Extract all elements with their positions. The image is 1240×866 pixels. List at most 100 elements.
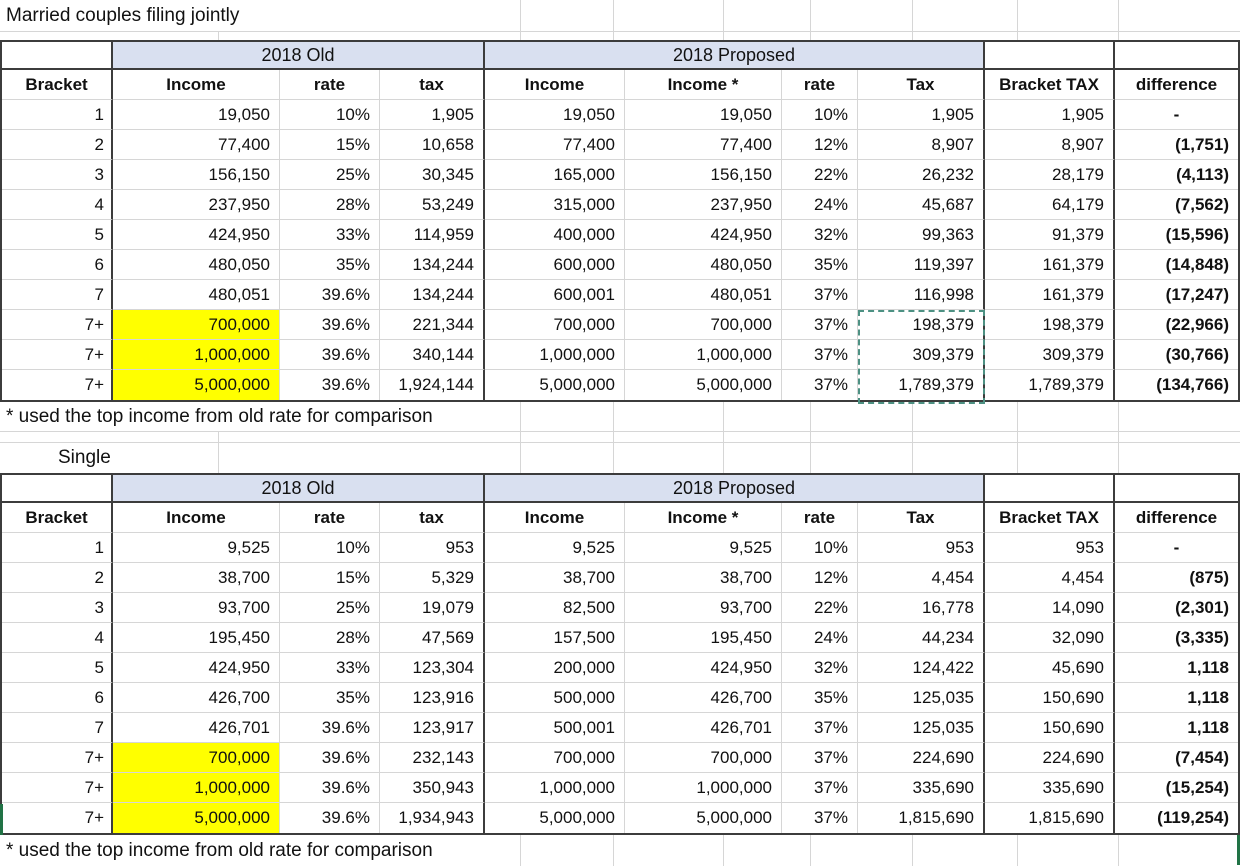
footnote-married[interactable]: * used the top income from old rate for … bbox=[0, 402, 445, 431]
band-cell-blank[interactable] bbox=[1115, 475, 1238, 503]
table-cell[interactable]: 125,035 bbox=[858, 683, 985, 713]
table-cell[interactable]: 39.6% bbox=[280, 340, 380, 370]
table-cell[interactable]: 30,345 bbox=[380, 160, 485, 190]
table-cell[interactable]: (875) bbox=[1115, 563, 1238, 593]
table-cell[interactable]: 12% bbox=[782, 130, 858, 160]
table-cell[interactable]: 5,000,000 bbox=[625, 803, 782, 833]
table-cell[interactable]: 424,950 bbox=[113, 653, 280, 683]
table-cell[interactable]: 1,924,144 bbox=[380, 370, 485, 400]
table-cell[interactable]: 114,959 bbox=[380, 220, 485, 250]
table-cell[interactable]: 28% bbox=[280, 623, 380, 653]
table-cell[interactable]: 350,943 bbox=[380, 773, 485, 803]
table-cell[interactable]: 28% bbox=[280, 190, 380, 220]
table-cell[interactable]: 77,400 bbox=[485, 130, 625, 160]
table-cell[interactable]: 2 bbox=[2, 563, 113, 593]
table-cell[interactable]: 224,690 bbox=[858, 743, 985, 773]
table-cell[interactable]: 33% bbox=[280, 220, 380, 250]
table-cell[interactable]: 37% bbox=[782, 743, 858, 773]
table-cell[interactable]: - bbox=[1115, 100, 1238, 130]
table-cell[interactable]: 35% bbox=[782, 683, 858, 713]
table-cell[interactable]: 700,000 bbox=[113, 743, 280, 773]
table-cell[interactable]: 232,143 bbox=[380, 743, 485, 773]
table-cell[interactable]: 119,397 bbox=[858, 250, 985, 280]
table-cell[interactable]: 22% bbox=[782, 593, 858, 623]
table-cell[interactable]: 198,379 bbox=[858, 310, 985, 340]
table-cell[interactable]: 1 bbox=[2, 533, 113, 563]
table-cell[interactable]: 5 bbox=[2, 653, 113, 683]
table-cell[interactable]: 150,690 bbox=[985, 713, 1115, 743]
table-cell[interactable]: 426,701 bbox=[625, 713, 782, 743]
column-header[interactable]: tax bbox=[380, 70, 485, 100]
table-cell[interactable]: 237,950 bbox=[625, 190, 782, 220]
table-cell[interactable]: 5,000,000 bbox=[485, 803, 625, 833]
table-cell[interactable]: 1,118 bbox=[1115, 653, 1238, 683]
table-cell[interactable]: 93,700 bbox=[625, 593, 782, 623]
table-cell[interactable]: 315,000 bbox=[485, 190, 625, 220]
table-cell[interactable]: 7 bbox=[2, 713, 113, 743]
table-cell[interactable]: 400,000 bbox=[485, 220, 625, 250]
table-cell[interactable]: 1,789,379 bbox=[858, 370, 985, 400]
column-header[interactable]: rate bbox=[280, 503, 380, 533]
table-cell[interactable]: - bbox=[1115, 533, 1238, 563]
table-cell[interactable]: 10% bbox=[280, 100, 380, 130]
table-cell[interactable]: 93,700 bbox=[113, 593, 280, 623]
table-cell[interactable]: 1,815,690 bbox=[985, 803, 1115, 833]
table-cell[interactable]: 38,700 bbox=[625, 563, 782, 593]
table-cell[interactable]: 1,905 bbox=[985, 100, 1115, 130]
table-cell[interactable]: (15,596) bbox=[1115, 220, 1238, 250]
table-cell[interactable]: 39.6% bbox=[280, 370, 380, 400]
table-cell[interactable]: 16,778 bbox=[858, 593, 985, 623]
column-header[interactable]: rate bbox=[782, 70, 858, 100]
table-cell[interactable]: 6 bbox=[2, 250, 113, 280]
table-cell[interactable]: 39.6% bbox=[280, 280, 380, 310]
table-cell[interactable]: 82,500 bbox=[485, 593, 625, 623]
table-cell[interactable]: 480,051 bbox=[113, 280, 280, 310]
column-header[interactable]: Income * bbox=[625, 70, 782, 100]
table-cell[interactable]: 14,090 bbox=[985, 593, 1115, 623]
table-cell[interactable]: 195,450 bbox=[113, 623, 280, 653]
table-cell[interactable]: 10,658 bbox=[380, 130, 485, 160]
table-cell[interactable]: 22% bbox=[782, 160, 858, 190]
column-header[interactable]: Income * bbox=[625, 503, 782, 533]
band-cell-blank[interactable] bbox=[985, 42, 1115, 70]
table-cell[interactable]: 47,569 bbox=[380, 623, 485, 653]
column-header[interactable]: rate bbox=[280, 70, 380, 100]
table-cell[interactable]: 35% bbox=[280, 683, 380, 713]
table-cell[interactable]: (30,766) bbox=[1115, 340, 1238, 370]
table-cell[interactable]: 28,179 bbox=[985, 160, 1115, 190]
table-cell[interactable]: 77,400 bbox=[625, 130, 782, 160]
table-cell[interactable]: 224,690 bbox=[985, 743, 1115, 773]
table-cell[interactable]: 5,000,000 bbox=[113, 803, 280, 833]
table-cell[interactable]: 480,050 bbox=[625, 250, 782, 280]
table-cell[interactable]: 134,244 bbox=[380, 250, 485, 280]
band-cell-blank[interactable] bbox=[2, 42, 113, 70]
table-cell[interactable]: 134,244 bbox=[380, 280, 485, 310]
table-cell[interactable]: 1,000,000 bbox=[113, 773, 280, 803]
table-cell[interactable]: 7+ bbox=[2, 370, 113, 400]
table-cell[interactable]: 53,249 bbox=[380, 190, 485, 220]
table-cell[interactable]: 1,118 bbox=[1115, 713, 1238, 743]
band-cell-blank[interactable] bbox=[985, 475, 1115, 503]
column-header[interactable]: Income bbox=[485, 503, 625, 533]
table-cell[interactable]: (3,335) bbox=[1115, 623, 1238, 653]
table-cell[interactable]: 161,379 bbox=[985, 280, 1115, 310]
table-cell[interactable]: (7,454) bbox=[1115, 743, 1238, 773]
table-cell[interactable]: 7+ bbox=[2, 803, 113, 833]
table-cell[interactable]: 480,050 bbox=[113, 250, 280, 280]
table-cell[interactable]: (2,301) bbox=[1115, 593, 1238, 623]
table-cell[interactable]: 195,450 bbox=[625, 623, 782, 653]
table-cell[interactable]: 424,950 bbox=[625, 653, 782, 683]
table-cell[interactable]: 5,000,000 bbox=[625, 370, 782, 400]
table-cell[interactable]: 32,090 bbox=[985, 623, 1115, 653]
table-cell[interactable]: (119,254) bbox=[1157, 808, 1229, 827]
table-cell[interactable]: 125,035 bbox=[858, 713, 985, 743]
table-cell[interactable]: 38,700 bbox=[485, 563, 625, 593]
table-cell[interactable]: 19,050 bbox=[625, 100, 782, 130]
column-header[interactable]: rate bbox=[782, 503, 858, 533]
table-cell[interactable]: 221,344 bbox=[380, 310, 485, 340]
table-cell[interactable]: 37% bbox=[782, 340, 858, 370]
table-cell[interactable]: 953 bbox=[380, 533, 485, 563]
single-section-label[interactable]: Single bbox=[48, 443, 121, 473]
table-cell[interactable]: 77,400 bbox=[113, 130, 280, 160]
table-cell[interactable]: (17,247) bbox=[1115, 280, 1238, 310]
